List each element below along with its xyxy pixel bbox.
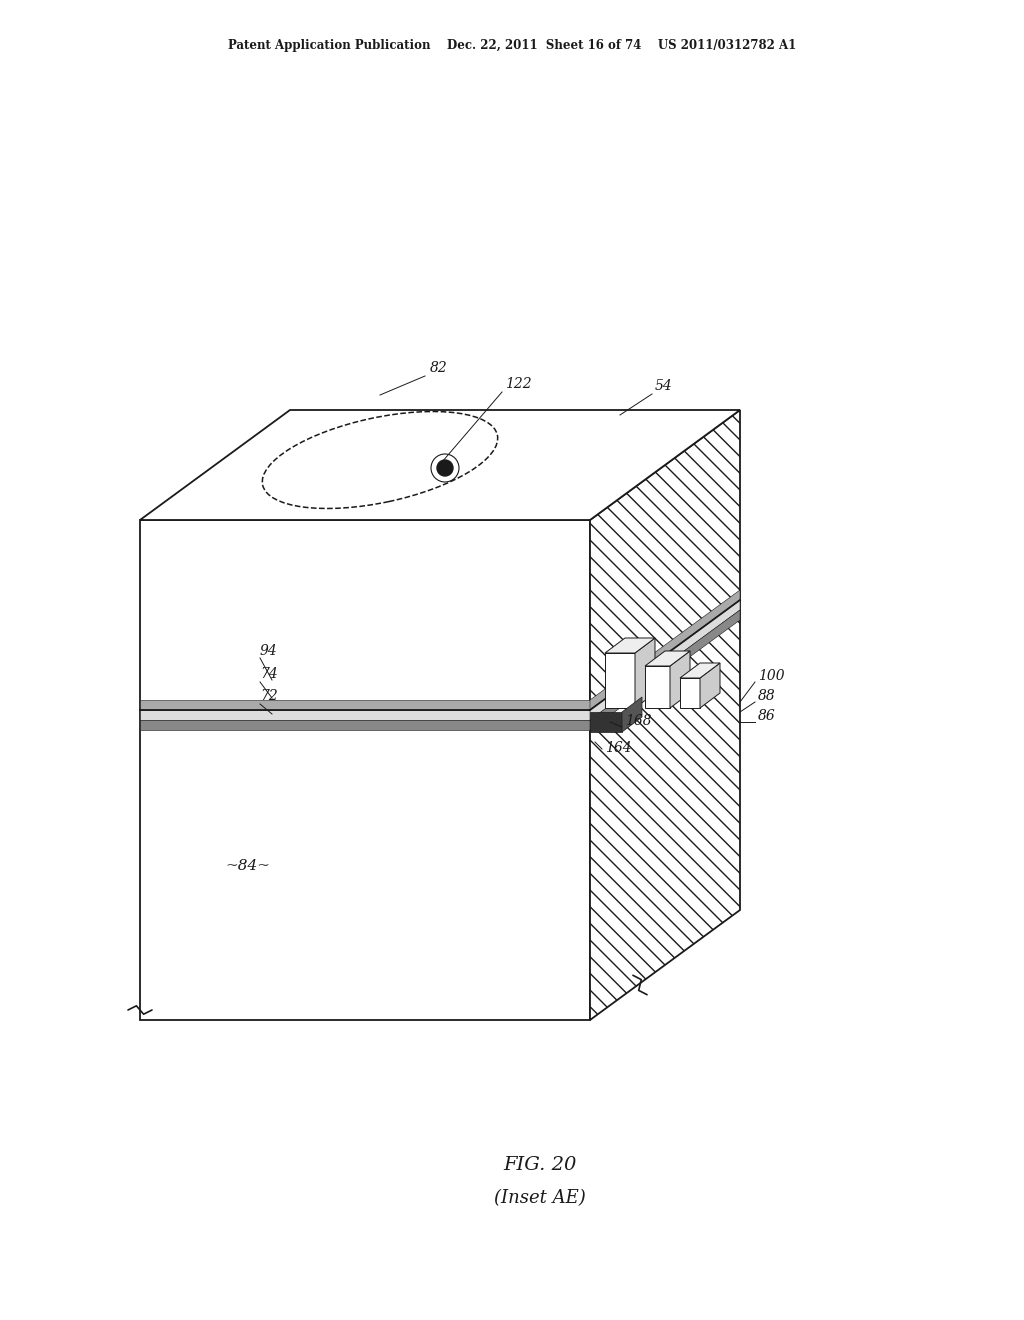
Polygon shape — [605, 638, 655, 653]
Polygon shape — [590, 411, 740, 710]
Text: 94: 94 — [260, 644, 278, 657]
Polygon shape — [670, 651, 690, 708]
Text: 100: 100 — [758, 669, 784, 682]
Text: 168: 168 — [625, 714, 651, 729]
Polygon shape — [605, 653, 635, 708]
Text: 82: 82 — [430, 360, 447, 375]
Circle shape — [437, 459, 453, 477]
Polygon shape — [590, 610, 740, 730]
Polygon shape — [140, 710, 590, 719]
Polygon shape — [590, 711, 622, 733]
Polygon shape — [140, 411, 740, 520]
Text: (Inset AE): (Inset AE) — [495, 1189, 586, 1206]
Polygon shape — [590, 590, 740, 710]
Text: 86: 86 — [758, 709, 776, 723]
Polygon shape — [622, 697, 642, 733]
Polygon shape — [140, 700, 590, 710]
Text: ~84~: ~84~ — [225, 859, 270, 873]
Text: 122: 122 — [505, 378, 531, 391]
Text: 54: 54 — [655, 379, 673, 393]
Polygon shape — [680, 663, 720, 678]
Polygon shape — [700, 663, 720, 708]
Text: 74: 74 — [260, 667, 278, 681]
Text: 164: 164 — [605, 741, 632, 755]
Polygon shape — [645, 667, 670, 708]
Polygon shape — [140, 710, 590, 1020]
Polygon shape — [140, 520, 590, 710]
Text: Patent Application Publication    Dec. 22, 2011  Sheet 16 of 74    US 2011/03127: Patent Application Publication Dec. 22, … — [228, 38, 796, 51]
Polygon shape — [590, 601, 740, 1020]
Text: 72: 72 — [260, 689, 278, 704]
Text: FIG. 20: FIG. 20 — [504, 1156, 577, 1173]
Polygon shape — [680, 678, 700, 708]
Polygon shape — [635, 638, 655, 708]
Polygon shape — [645, 651, 690, 667]
Text: 88: 88 — [758, 689, 776, 704]
Polygon shape — [590, 601, 740, 719]
Polygon shape — [140, 719, 590, 730]
